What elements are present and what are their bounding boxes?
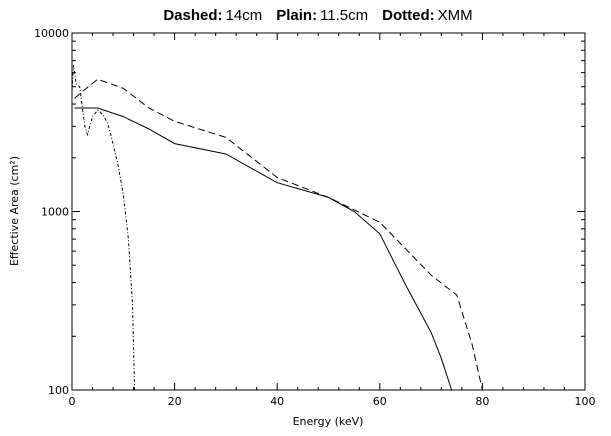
- y-tick-label: 100: [48, 384, 69, 397]
- x-tick-label: 80: [475, 395, 489, 408]
- title-dotted-key: Dotted:: [382, 7, 435, 24]
- title-dotted-value: XMM: [438, 7, 473, 24]
- title-dashed-value: 14cm: [226, 7, 263, 24]
- x-axis-label: Energy (keV): [293, 415, 364, 428]
- axis-ticks: [71, 32, 586, 391]
- y-axis-label: Effective Area (cm²): [8, 156, 21, 266]
- x-tick-label: 20: [168, 395, 182, 408]
- title-plain-value: 11.5cm: [320, 7, 368, 24]
- x-tick-label: 60: [373, 395, 387, 408]
- chart-title: Dashed: 14cm Plain: 11.5cm Dotted: XMM: [163, 7, 472, 24]
- y-tick-label: 10000: [34, 27, 69, 40]
- title-dashed-key: Dashed:: [163, 7, 222, 24]
- x-tick-label: 40: [270, 395, 284, 408]
- y-tick-label: 1000: [41, 206, 69, 219]
- series-solid-line: [74, 107, 453, 391]
- plot-frame: [71, 32, 586, 391]
- series-dashed-line: [74, 78, 483, 391]
- x-tick-label: 100: [575, 395, 596, 408]
- tick-labels: 0 20 40 60 80 100 100 1000 10000: [34, 27, 596, 408]
- x-tick-label: 0: [69, 395, 76, 408]
- series-dotted-line: [71, 65, 136, 391]
- series-layer: [71, 65, 483, 391]
- title-plain-key: Plain:: [276, 7, 317, 24]
